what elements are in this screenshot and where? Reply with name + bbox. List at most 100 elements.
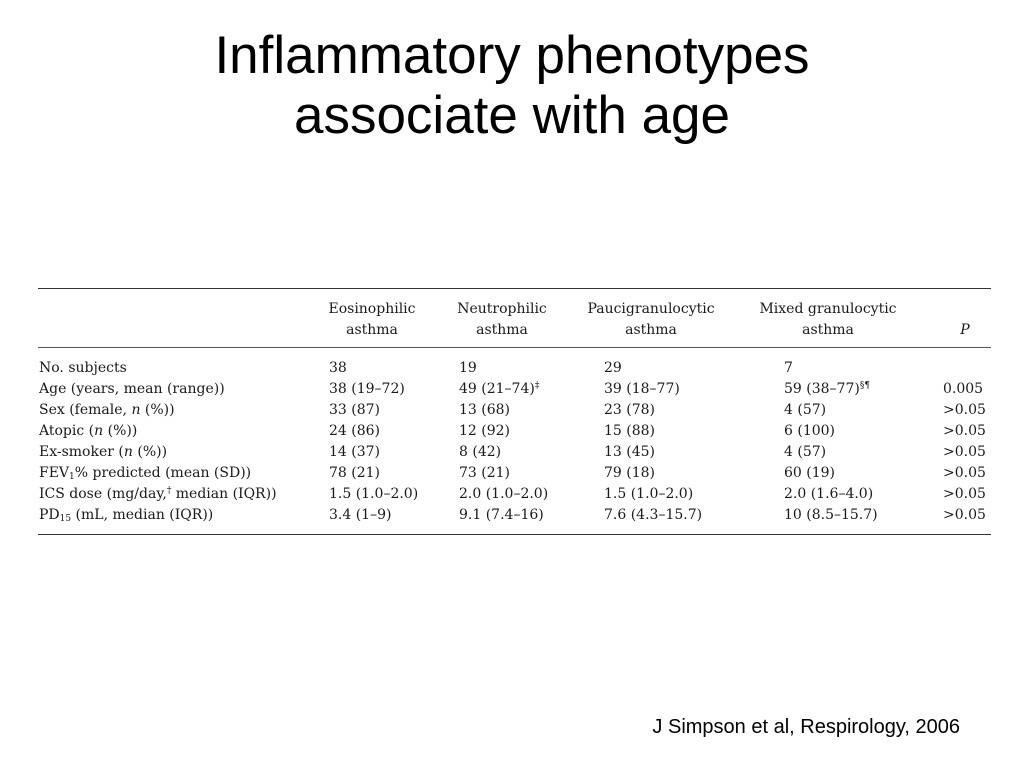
- value-cell-col-1: 38 (19–72): [329, 379, 405, 400]
- table-row: Age (years, mean (range)) 38 (19–72) 49 (2…: [38, 379, 991, 400]
- value-cell-col-1: 38: [329, 358, 347, 379]
- row-label: Ex-smoker (n (%)): [39, 442, 167, 463]
- row-label-pre: Ex-smoker (: [39, 444, 124, 460]
- value-cell-col-4: 4 (57): [784, 442, 826, 463]
- row-label-sub: 15: [59, 514, 72, 524]
- value-text: 13 (68): [459, 402, 511, 418]
- row-label-post: (%)): [140, 402, 175, 418]
- phenotype-table: Eosinophilic asthma Neutrophilic asthma …: [38, 288, 991, 535]
- value-text: 7: [784, 360, 793, 376]
- row-label-pre: Atopic (: [39, 423, 95, 439]
- table-header-row: Eosinophilic asthma Neutrophilic asthma …: [38, 289, 991, 347]
- header-paucigranulocytic-line-2: asthma: [625, 322, 677, 338]
- value-cell-col-1: 1.5 (1.0–2.0): [329, 484, 418, 505]
- value-text: 1.5 (1.0–2.0): [329, 486, 419, 502]
- value-text: 4 (57): [784, 402, 827, 418]
- p-value-cell: >0.05: [943, 486, 986, 502]
- value-text: 73 (21): [459, 465, 511, 481]
- value-text: 7.6 (4.3–15.7): [604, 507, 703, 523]
- value-cell-col-2: 2.0 (1.0–2.0): [459, 484, 548, 505]
- value-text: 38 (19–72): [329, 381, 405, 397]
- row-label-post: % predicted (mean (SD)): [74, 465, 252, 481]
- value-text: 6 (100): [784, 423, 836, 439]
- value-cell-col-4: 4 (57): [784, 400, 826, 421]
- value-text: 49 (21–74): [459, 381, 535, 397]
- row-label-post: (mL, median (IQR)): [71, 507, 214, 523]
- value-text: 9.1 (7.4–16): [459, 507, 544, 523]
- value-cell-col-4: 59 (38–77)§¶: [784, 379, 870, 400]
- header-paucigranulocytic: Paucigranulocytic asthma: [570, 299, 732, 341]
- value-cell-col-2: 12 (92): [459, 421, 510, 442]
- row-label: FEV1% predicted (mean (SD)): [39, 463, 251, 484]
- value-text: 60 (19): [784, 465, 836, 481]
- row-label: Age (years, mean (range)): [39, 379, 225, 400]
- value-text: 4 (57): [784, 444, 827, 460]
- value-text: 3.4 (1–9): [329, 507, 392, 523]
- header-mixed-granulocytic-line-1: Mixed granulocytic: [759, 301, 897, 317]
- row-label-post: (%)): [132, 444, 168, 460]
- table-header-rule: [38, 347, 991, 348]
- value-cell-col-4: 60 (19): [784, 463, 835, 484]
- value-cell-col-3: 29: [604, 358, 622, 379]
- header-neutrophilic-line-1: Neutrophilic: [457, 301, 547, 317]
- value-text: 1.5 (1.0–2.0): [604, 486, 694, 502]
- value-cell-col-4: 6 (100): [784, 421, 835, 442]
- table-row: Atopic (n (%)) 24 (86) 12 (92) 15 (88) 6 (10…: [38, 421, 991, 442]
- value-cell-col-4: 7: [784, 358, 793, 379]
- p-value-cell: >0.05: [943, 465, 986, 481]
- value-cell-col-2: 8 (42): [459, 442, 501, 463]
- header-p-value: P: [960, 322, 970, 338]
- row-label: ICS dose (mg/day,† median (IQR)): [39, 484, 277, 505]
- value-cell-col-3: 1.5 (1.0–2.0): [604, 484, 693, 505]
- value-text: 2.0 (1.6–4.0): [784, 486, 874, 502]
- header-mixed-granulocytic-line-2: asthma: [802, 322, 854, 338]
- table-row: No. subjects 38 19 29 7: [38, 358, 991, 379]
- citation: J Simpson et al, Respirology, 2006: [652, 716, 960, 738]
- p-value-cell: >0.05: [943, 444, 986, 460]
- value-cell-col-2: 73 (21): [459, 463, 510, 484]
- row-label-pre: PD: [39, 507, 60, 523]
- p-value-cell: >0.05: [943, 507, 986, 523]
- value-text: 39 (18–77): [604, 381, 680, 397]
- value-text: 23 (78): [604, 402, 656, 418]
- value-text: 59 (38–77): [784, 381, 860, 397]
- header-eosinophilic-line-1: Eosinophilic: [328, 301, 416, 317]
- row-label-sub: 1: [69, 472, 75, 482]
- row-label: Sex (female, n (%)): [39, 400, 175, 421]
- p-value-cell: 0.005: [943, 381, 984, 397]
- table-row: Sex (female, n (%)) 33 (87) 13 (68) 23 (78)…: [38, 400, 991, 421]
- value-text: 14 (37): [329, 444, 381, 460]
- table-row: Ex-smoker (n (%)) 14 (37) 8 (42) 13 (45) 4 (…: [38, 442, 991, 463]
- value-text: 19: [459, 360, 477, 376]
- value-cell-col-2: 13 (68): [459, 400, 510, 421]
- slide-title-line-2: associate with age: [293, 86, 731, 145]
- value-cell-col-1: 14 (37): [329, 442, 380, 463]
- value-cell-col-4: 2.0 (1.6–4.0): [784, 484, 873, 505]
- value-cell-col-2: 19: [459, 358, 477, 379]
- header-neutrophilic-line-2: asthma: [476, 322, 528, 338]
- row-label-pre: FEV: [39, 465, 70, 481]
- row-label-italic: n: [94, 423, 104, 439]
- value-cell-col-3: 7.6 (4.3–15.7): [604, 505, 702, 526]
- table-body: No. subjects 38 19 29 7 Age (years, mean (ran…: [38, 348, 991, 534]
- value-text: 78 (21): [329, 465, 381, 481]
- value-text: 13 (45): [604, 444, 656, 460]
- value-cell-col-1: 78 (21): [329, 463, 380, 484]
- value-cell-col-4: 10 (8.5–15.7): [784, 505, 878, 526]
- row-label-italic: n: [123, 444, 133, 460]
- value-text: 38: [329, 360, 347, 376]
- table-top-rule: [38, 288, 991, 289]
- row-label-pre: Age (years, mean (range)): [39, 381, 225, 397]
- value-cell-col-3: 15 (88): [604, 421, 655, 442]
- header-eosinophilic-line-2: asthma: [346, 322, 398, 338]
- value-text: 12 (92): [459, 423, 511, 439]
- value-cell-col-2: 49 (21–74)‡: [459, 379, 539, 400]
- table-row: ICS dose (mg/day,† median (IQR)) 1.5 (1.0…: [38, 484, 991, 505]
- slide-title-line-1: Inflammatory phenotypes: [214, 26, 810, 85]
- table-row: PD15 (mL, median (IQR)) 3.4 (1–9) 9.1 (7.4…: [38, 505, 991, 526]
- value-text: 33 (87): [329, 402, 381, 418]
- value-text: 79 (18): [604, 465, 656, 481]
- value-cell-col-3: 13 (45): [604, 442, 655, 463]
- value-cell-col-3: 23 (78): [604, 400, 655, 421]
- value-text: 8 (42): [459, 444, 502, 460]
